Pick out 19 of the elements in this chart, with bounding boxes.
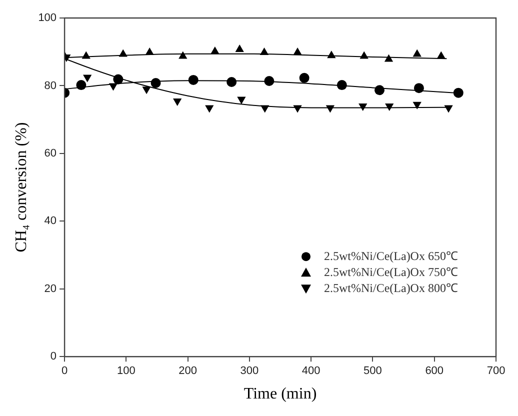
x-tick-label: 500: [364, 365, 382, 378]
y-tick-label: 0: [50, 350, 57, 363]
x-tick-label: 200: [178, 365, 198, 378]
legend-label: 2.5wt%Ni/Ce(La)Ox 750℃: [324, 264, 458, 279]
y-axis-title: CH₄ conversion (%): [12, 122, 30, 252]
y-tick-label: 60: [44, 147, 57, 160]
x-tick-label: 300: [240, 365, 259, 378]
legend-label: 2.5wt%Ni/Ce(La)Ox 800℃: [324, 280, 458, 295]
x-tick-label: 0: [61, 365, 68, 378]
x-tick-label: 100: [117, 365, 136, 378]
legend-label: 2.5wt%Ni/Ce(La)Ox 650℃: [324, 248, 458, 263]
x-tick-label: 400: [302, 365, 320, 378]
x-axis-title: Time (min): [244, 386, 317, 403]
x-tick-label: 600: [425, 365, 444, 378]
y-tick-label: 40: [44, 215, 57, 228]
y-tick-label: 20: [44, 282, 57, 295]
y-tick-label: 80: [44, 80, 57, 92]
x-tick-label: 700: [486, 365, 506, 378]
y-tick-label: 100: [38, 12, 57, 24]
